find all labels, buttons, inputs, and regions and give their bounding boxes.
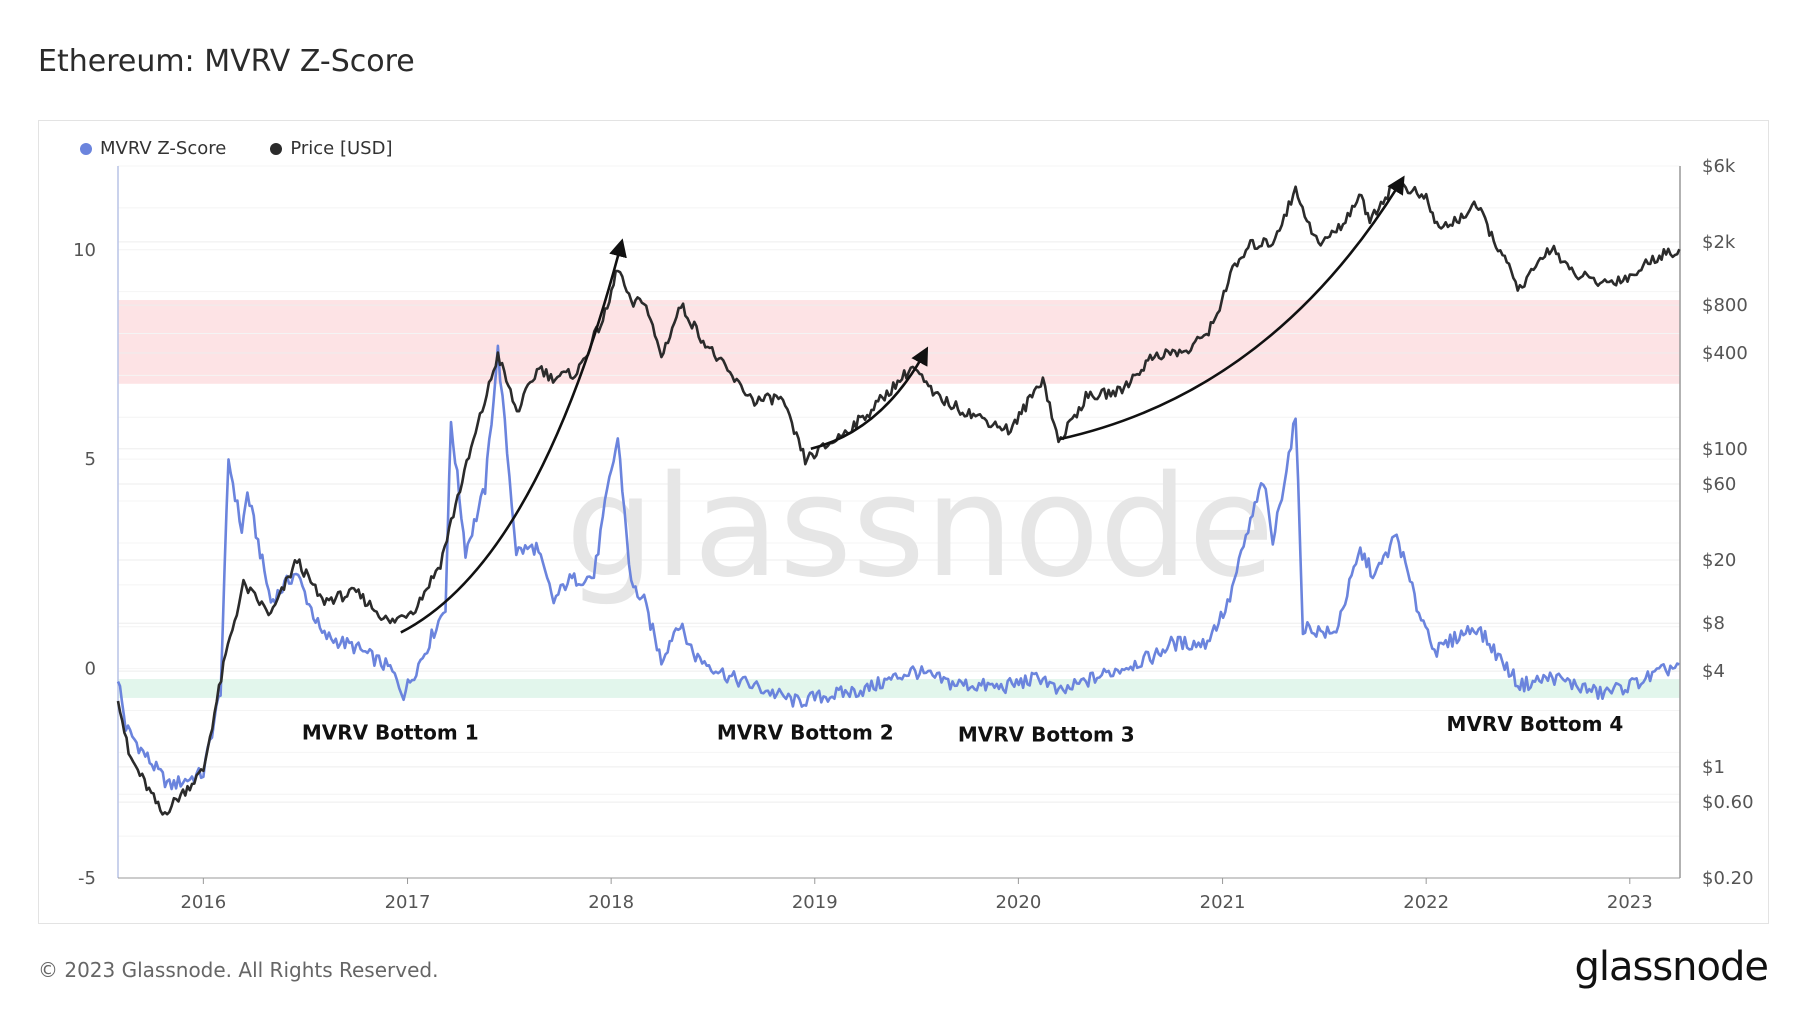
y-right-tick-label: $1 (1702, 757, 1725, 778)
x-tick-label: 2018 (588, 892, 634, 913)
legend-dot-price-icon (270, 142, 283, 155)
legend: MVRV Z-Score Price [USD] (80, 138, 392, 159)
bands-layer (118, 300, 1680, 698)
legend-dot-mvrv-icon (80, 142, 92, 155)
chart-panel (38, 120, 1769, 924)
y-left-tick-label: 10 (73, 240, 96, 261)
band-red (118, 300, 1680, 384)
x-tick-label: 2021 (1200, 892, 1246, 913)
annotation-mvrv-bottom-3: MVRV Bottom 3 (958, 723, 1135, 747)
y-right-tick-label: $2k (1702, 232, 1736, 253)
annotation-mvrv-bottom-2: MVRV Bottom 2 (717, 720, 894, 744)
y-left-tick-label: 0 (85, 659, 96, 680)
brand-logo[interactable]: glassnode (1574, 944, 1769, 990)
annotations-layer: MVRV Bottom 1 MVRV Bottom 2 MVRV Bottom 3 M… (302, 712, 1624, 746)
y-right-tick-label: $0.20 (1702, 868, 1754, 889)
x-tick-label: 2020 (995, 892, 1041, 913)
y-right-tick-label: $100 (1702, 439, 1748, 460)
y-right-tick-label: $4 (1702, 661, 1725, 682)
band-green (118, 679, 1680, 698)
watermark-layer: glassnode (566, 446, 1275, 609)
mvrv-series-line (116, 344, 1680, 791)
annotation-mvrv-bottom-4: MVRV Bottom 4 (1447, 712, 1624, 736)
arrows-layer (400, 175, 1405, 634)
x-tick-label: 2017 (385, 892, 431, 913)
y-left-tick-label: -5 (78, 868, 96, 889)
trend-arrow-3 (1059, 175, 1405, 441)
x-tick-label: 2016 (180, 892, 226, 913)
x-tick-label: 2019 (792, 892, 838, 913)
price-series-line (116, 180, 1681, 816)
y-left-tick-label: 5 (85, 449, 96, 470)
legend-label-mvrv: MVRV Z-Score (100, 138, 227, 159)
trend-arrow-2 (810, 346, 929, 451)
legend-label-price: Price [USD] (290, 138, 393, 159)
y-right-tick-label: $400 (1702, 343, 1748, 364)
annotation-mvrv-bottom-1: MVRV Bottom 1 (302, 720, 479, 744)
y-right-tick-label: $60 (1702, 474, 1736, 495)
series-layer (116, 180, 1681, 816)
grid-layer (118, 165, 1680, 879)
y-right-tick-label: $6k (1702, 156, 1736, 177)
trend-arrow-1 (400, 238, 627, 634)
y-right-tick-label: $20 (1702, 550, 1736, 571)
legend-item-price[interactable]: Price [USD] (270, 138, 392, 159)
legend-item-mvrv[interactable]: MVRV Z-Score (80, 138, 226, 159)
page-title: Ethereum: MVRV Z-Score (38, 44, 415, 79)
x-tick-label: 2023 (1607, 892, 1653, 913)
watermark-text: glassnode (566, 446, 1275, 609)
y-right-tick-label: $800 (1702, 295, 1748, 316)
x-tick-label: 2022 (1403, 892, 1449, 913)
y-right-tick-label: $0.60 (1702, 792, 1754, 813)
axes-layer: 10 5 0 -5 $6k $2k $800 $400 $100 $60 $20 $8 $4 $1 $0.6… (73, 156, 1753, 913)
y-right-tick-label: $8 (1702, 613, 1725, 634)
copyright-text: © 2023 Glassnode. All Rights Reserved. (38, 958, 439, 982)
